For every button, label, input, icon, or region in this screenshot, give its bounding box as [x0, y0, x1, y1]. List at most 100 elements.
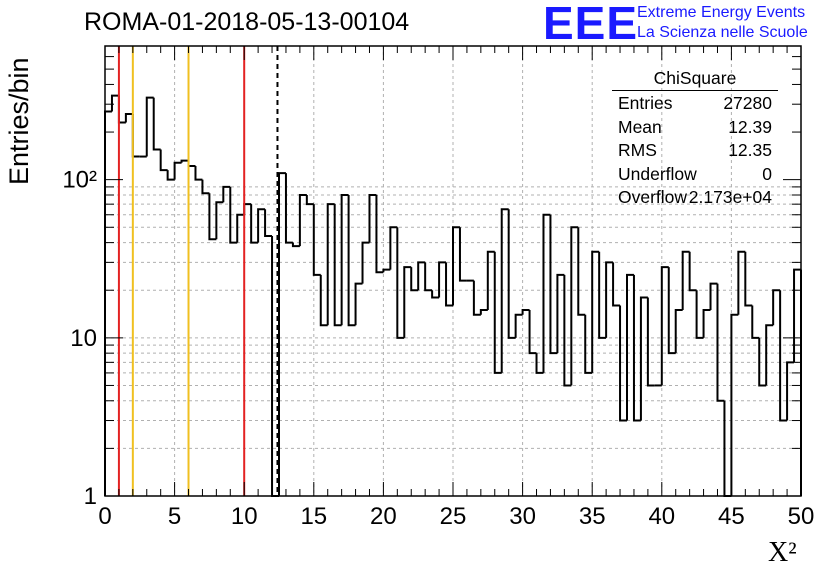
histogram-bin	[208, 193, 217, 241]
x-tick-label: 35	[579, 503, 606, 530]
histogram-bin	[458, 227, 467, 282]
histogram-bin	[187, 160, 196, 168]
histogram-bin	[124, 113, 133, 123]
histogram-bin	[744, 251, 753, 307]
histogram-bin	[180, 159, 189, 163]
stats-value: 27280	[723, 93, 772, 113]
histogram-bin	[542, 213, 551, 373]
histogram-bin	[438, 261, 447, 298]
histogram-bin	[737, 250, 746, 315]
histogram-bin	[166, 170, 175, 181]
histogram-bin	[793, 268, 801, 363]
x-tick-label: 20	[370, 503, 397, 530]
stats-value: 0	[762, 163, 772, 184]
histogram-bin	[493, 251, 502, 374]
histogram-bin	[632, 274, 641, 422]
histogram-bin	[403, 266, 412, 338]
histogram-bin	[514, 313, 523, 338]
histogram-bin	[486, 250, 495, 310]
histogram-bin	[173, 161, 182, 180]
histogram-bin	[626, 273, 634, 421]
histogram-bin	[326, 203, 335, 326]
histogram-bin	[145, 96, 154, 157]
histogram-bin	[452, 226, 460, 306]
histogram-bin	[674, 308, 683, 354]
histogram-bin	[117, 95, 126, 124]
histogram-bin	[152, 97, 161, 151]
histogram-bin	[521, 308, 530, 315]
histogram-bin	[375, 194, 384, 274]
histogram-bin	[445, 262, 453, 307]
histogram-bin	[333, 204, 342, 327]
histogram-bin	[159, 149, 168, 172]
histogram-bin	[667, 267, 676, 355]
stats-label: Underflow	[618, 163, 697, 184]
stats-label: Overflow	[618, 187, 688, 207]
histogram-bin	[500, 208, 509, 373]
histogram-bin	[556, 273, 565, 354]
histogram-bin	[646, 297, 655, 387]
histogram-bin	[639, 296, 648, 421]
histogram-bin	[215, 201, 224, 240]
x-tick-label: 50	[788, 503, 815, 530]
y-axis-label: Entries/bin	[4, 57, 34, 185]
histogram-bin	[250, 204, 259, 244]
histogram-bin	[361, 241, 370, 284]
histogram-bin	[340, 193, 349, 326]
chart-title: ROMA-01-2018-05-13-00104	[84, 8, 410, 36]
histogram-bin	[131, 114, 140, 158]
histogram-bin	[605, 261, 614, 338]
histogram-bin	[222, 185, 231, 203]
stats-row-underflow: Underflow 0	[612, 163, 778, 187]
logo-line-2: La Scienza nelle Scuole	[637, 24, 808, 41]
histogram-bin	[417, 261, 426, 291]
histogram-bin	[563, 274, 572, 387]
histogram-bin	[194, 166, 203, 181]
histogram-bin	[104, 110, 112, 496]
stats-label: Mean	[618, 116, 662, 137]
histogram-bin	[243, 203, 252, 215]
histogram-bin	[396, 227, 405, 339]
histogram-bin	[264, 209, 273, 238]
logo-line-1: Extreme Energy Events	[637, 4, 806, 21]
histogram-bin	[591, 250, 600, 373]
histogram-bin	[110, 94, 119, 112]
stats-value: 2.173e+04	[688, 187, 772, 207]
histogram-bin	[229, 186, 238, 244]
histogram-bin	[758, 337, 767, 387]
histogram-bin	[786, 361, 795, 421]
histogram-bin	[528, 309, 537, 355]
histogram-bin	[278, 172, 286, 496]
stats-row-mean: Mean 12.39	[612, 116, 778, 140]
y-tick-label: 1	[84, 483, 97, 510]
histogram-bin	[479, 308, 488, 315]
histogram-bin	[765, 324, 774, 386]
x-tick-label: 10	[231, 503, 258, 530]
eee-logo: EEE	[543, 0, 639, 49]
histogram-bin	[305, 194, 314, 206]
x-tick-label: 15	[300, 503, 327, 530]
histogram-bin	[236, 213, 245, 243]
histogram-bin	[382, 268, 391, 273]
histogram-bin	[431, 290, 440, 299]
histogram-bin	[612, 262, 621, 307]
histogram-bin	[312, 204, 321, 276]
histogram-bin	[584, 314, 593, 374]
histogram-bin	[598, 251, 607, 339]
stats-box: ChiSquare Entries 27280 Mean 12.39 RMS 1…	[612, 68, 778, 210]
x-tick-label: 40	[648, 503, 675, 530]
x-tick-label: 30	[509, 503, 536, 530]
histogram-bin	[570, 226, 579, 386]
histogram-bin	[424, 262, 433, 292]
histogram-bin	[695, 290, 704, 339]
stats-label: RMS	[618, 140, 657, 160]
histogram-bin	[472, 280, 481, 316]
histogram-bin	[410, 267, 419, 292]
histogram-bin	[619, 305, 627, 422]
stats-row-rms: RMS 12.35	[612, 139, 778, 163]
x-tick-label: 5	[168, 503, 181, 530]
stats-row-entries: Entries 27280	[612, 92, 778, 116]
histogram-bin	[507, 209, 516, 339]
stats-value: 12.39	[728, 116, 772, 137]
histogram-bin	[779, 290, 788, 422]
